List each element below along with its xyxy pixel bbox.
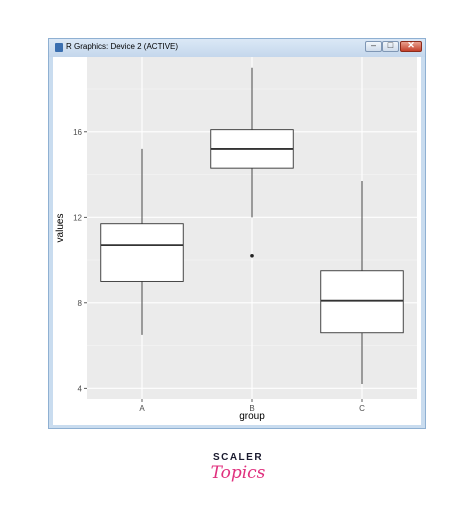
minimize-icon: –: [370, 40, 376, 50]
maximize-button[interactable]: □: [382, 40, 399, 52]
box-C: [320, 270, 404, 334]
x-tick-label: A: [139, 404, 145, 413]
x-tick-label: B: [249, 404, 254, 413]
y-tick-label: 4: [78, 384, 83, 393]
y-tick-label: 12: [73, 213, 82, 222]
logo-top-text: SCALER: [212, 452, 264, 463]
window-title: R Graphics: Device 2 (ACTIVE): [66, 42, 179, 51]
x-tick-label: C: [359, 404, 365, 413]
close-icon: ✕: [407, 40, 415, 50]
y-axis-title: values: [55, 214, 66, 243]
box-A: [100, 223, 184, 282]
window-titlebar[interactable]: R Graphics: Device 2 (ACTIVE) – □ ✕: [49, 39, 425, 57]
y-tick-label: 8: [78, 299, 83, 308]
scaler-topics-logo: SCALER Topics: [200, 450, 276, 490]
close-button[interactable]: ✕: [400, 40, 422, 52]
y-tick-label: 16: [73, 128, 82, 137]
outlier-point: [250, 253, 254, 258]
x-axis-title: group: [239, 411, 265, 422]
minimize-button[interactable]: –: [365, 40, 382, 52]
r-app-icon: [55, 43, 63, 52]
maximize-icon: □: [387, 40, 394, 50]
r-graphics-window: R Graphics: Device 2 (ACTIVE) – □ ✕ 4 8 12…: [48, 38, 426, 429]
logo-bottom-text: Topics: [210, 463, 266, 483]
